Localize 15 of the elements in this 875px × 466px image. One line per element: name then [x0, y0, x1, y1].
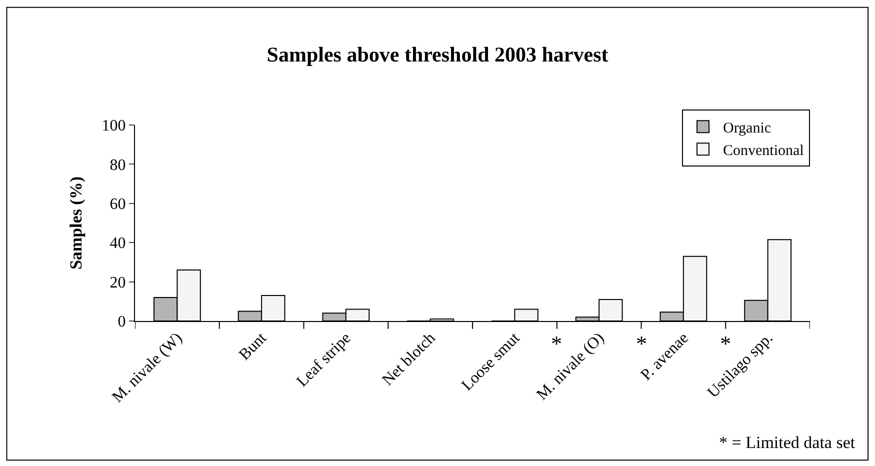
text: * = Limited data set: [719, 433, 856, 452]
y-tick-label: 20: [110, 274, 126, 292]
text: *: [720, 331, 731, 356]
y-tick-label: 40: [110, 235, 126, 252]
legend-label: Organic: [723, 120, 772, 136]
chart-title: Samples above threshold 2003 harvest: [266, 42, 608, 66]
legend-label: Conventional: [723, 142, 804, 159]
y-tick-label: 80: [110, 156, 126, 174]
text: *: [636, 331, 647, 356]
y-tick-label: 100: [102, 118, 126, 135]
y-tick-label: 0: [118, 314, 126, 331]
y-axis-title: Samples (%): [66, 176, 86, 270]
y-tick-label: 60: [110, 196, 126, 213]
x-tick-label: Bunt: [236, 329, 270, 364]
text: *: [551, 331, 562, 356]
